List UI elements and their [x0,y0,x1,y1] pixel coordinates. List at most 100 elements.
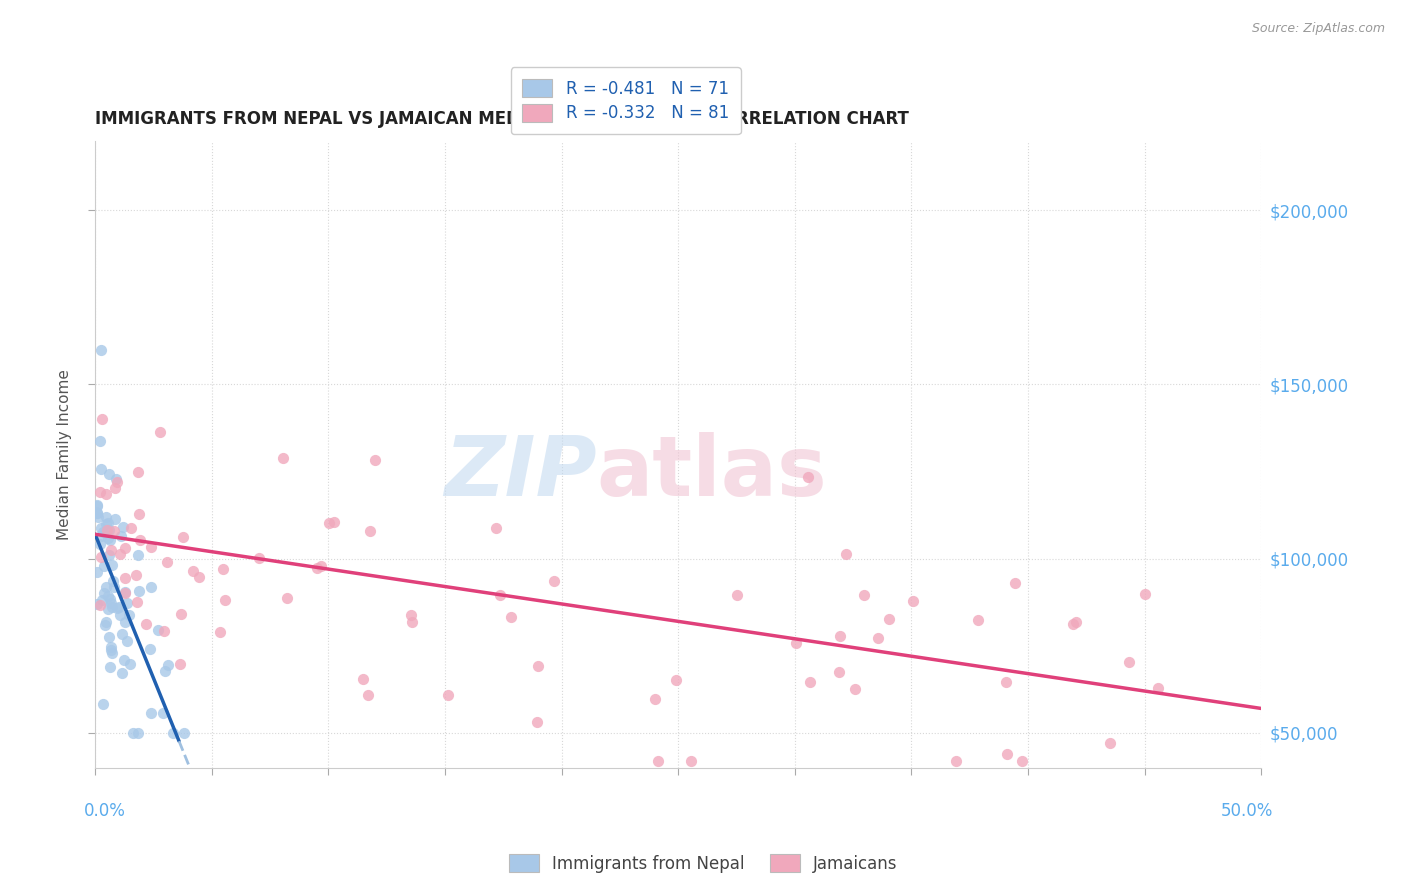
Point [94,509,117,524]
Point [107,599,129,614]
Point [114,541,136,555]
Text: IMMIGRANTS FROM NEPAL VS JAMAICAN MEDIAN FAMILY INCOME CORRELATION CHART: IMMIGRANTS FROM NEPAL VS JAMAICAN MEDIAN… [96,110,908,128]
Point [114,571,136,585]
Point [125,595,148,609]
Point [114,615,136,630]
Point [86,506,108,520]
Point [1133,587,1156,601]
Point [120,657,142,671]
Point [644,692,666,706]
Point [1098,736,1121,750]
Point [104,512,127,526]
Point [945,754,967,768]
Point [89,537,111,551]
Point [94,487,117,501]
Point [139,706,162,721]
Point [86,499,108,513]
Point [188,570,211,584]
Point [866,632,889,646]
Point [117,596,139,610]
Point [156,657,179,672]
Point [997,747,1019,761]
Point [98,523,121,537]
Point [96,517,118,532]
Point [86,498,108,512]
Point [101,558,124,572]
Point [401,615,423,629]
Point [305,561,328,575]
Point [118,607,141,622]
Point [101,574,124,589]
Text: 0.0%: 0.0% [83,802,125,821]
Point [97,589,120,603]
Point [90,529,112,543]
Point [114,586,136,600]
Point [98,533,121,547]
Point [152,706,174,720]
Point [173,726,195,740]
Point [98,548,121,562]
Point [828,629,851,643]
Point [115,633,138,648]
Point [135,616,157,631]
Point [276,591,298,605]
Point [96,523,118,537]
Point [527,659,550,673]
Point [91,524,114,539]
Point [181,564,204,578]
Point [966,613,988,627]
Point [100,640,122,654]
Point [489,589,512,603]
Point [1062,617,1084,632]
Point [399,607,422,622]
Point [169,657,191,671]
Point [877,611,900,625]
Point [214,592,236,607]
Point [149,425,172,439]
Point [357,688,380,702]
Point [437,688,460,702]
Point [799,675,821,690]
Point [90,462,112,476]
Point [125,568,148,582]
Point [103,524,125,538]
Point [499,609,522,624]
Point [105,473,128,487]
Text: ZIP: ZIP [444,433,596,514]
Point [98,631,121,645]
Point [162,726,184,740]
Point [129,533,152,547]
Point [128,584,150,599]
Point [110,529,132,543]
Point [93,586,115,600]
Point [526,714,548,729]
Point [91,697,114,711]
Point [665,673,688,687]
Point [100,643,122,657]
Point [543,574,565,589]
Point [785,636,807,650]
Point [94,580,117,594]
Point [994,674,1017,689]
Point [139,642,162,657]
Point [359,524,381,538]
Point [108,608,131,623]
Point [139,540,162,554]
Point [170,607,193,621]
Point [108,547,131,561]
Point [681,754,703,768]
Point [110,666,132,681]
Point [98,591,121,606]
Point [89,598,111,612]
Point [105,475,128,489]
Point [112,653,135,667]
Point [127,548,149,562]
Point [155,555,177,569]
Point [309,558,332,573]
Point [318,516,340,530]
Point [100,596,122,610]
Point [89,434,111,448]
Point [91,593,114,607]
Point [146,623,169,637]
Point [1118,655,1140,669]
